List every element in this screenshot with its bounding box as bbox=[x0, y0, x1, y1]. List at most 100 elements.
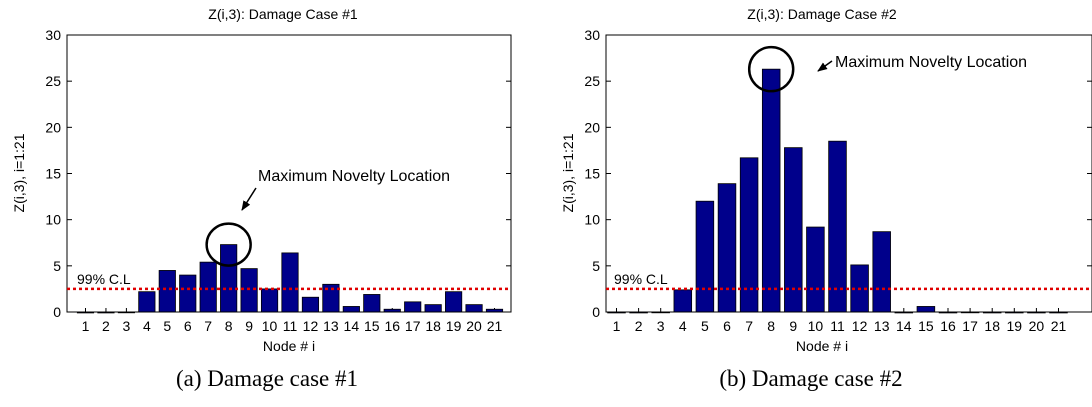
bar bbox=[138, 291, 156, 313]
x-tick-label: 14 bbox=[344, 318, 360, 334]
y-tick-label: 10 bbox=[584, 212, 600, 228]
bar bbox=[872, 231, 891, 313]
bars-layer bbox=[607, 68, 1068, 314]
x-tick-label: 1 bbox=[82, 318, 90, 334]
plot-area-frame bbox=[605, 34, 1092, 313]
bar bbox=[761, 68, 781, 313]
x-tick-label: 12 bbox=[852, 318, 868, 334]
x-tick-label: 9 bbox=[245, 318, 253, 334]
bar bbox=[179, 274, 197, 313]
bar bbox=[673, 289, 693, 313]
y-tick-label: 30 bbox=[45, 27, 61, 43]
bar bbox=[158, 270, 176, 313]
x-tick-label: 16 bbox=[940, 318, 956, 334]
y-tick-label: 10 bbox=[45, 212, 61, 228]
x-tick-label: 5 bbox=[163, 318, 171, 334]
bar bbox=[465, 304, 483, 313]
y-tick-label: 15 bbox=[45, 166, 61, 182]
figure-caption: (a) Damage case #1 bbox=[176, 366, 358, 391]
x-tick-label: 5 bbox=[701, 318, 709, 334]
bar bbox=[784, 147, 803, 313]
x-tick-label: 8 bbox=[225, 318, 233, 334]
x-tick-label: 20 bbox=[466, 318, 482, 334]
max-novelty-circle bbox=[747, 45, 795, 93]
y-tick-label: 25 bbox=[584, 73, 600, 89]
x-tick-label: 11 bbox=[830, 318, 845, 334]
annotation-text: Maximum Novelty Location bbox=[258, 168, 450, 185]
x-tick-label: 18 bbox=[984, 318, 1000, 334]
bar bbox=[404, 301, 422, 313]
threshold-label: 99% C.L bbox=[614, 271, 668, 287]
x-tick-label: 3 bbox=[123, 318, 131, 334]
x-axis-label: Node # i bbox=[263, 338, 315, 354]
x-tick-label: 18 bbox=[425, 318, 441, 334]
bar bbox=[424, 304, 442, 313]
x-tick-label: 10 bbox=[262, 318, 278, 334]
x-tick-label: 1 bbox=[613, 318, 621, 334]
bar bbox=[445, 291, 463, 313]
bar bbox=[220, 244, 238, 313]
y-tick-label: 0 bbox=[592, 304, 600, 320]
figure-caption: (b) Damage case #2 bbox=[719, 366, 902, 391]
y-tick-label: 5 bbox=[592, 258, 600, 274]
x-tick-label: 7 bbox=[745, 318, 753, 334]
x-tick-label: 12 bbox=[303, 318, 319, 334]
bar bbox=[199, 261, 217, 313]
x-tick-label: 4 bbox=[143, 318, 151, 334]
x-tick-label: 6 bbox=[184, 318, 192, 334]
x-tick-label: 2 bbox=[635, 318, 643, 334]
x-tick-label: 2 bbox=[102, 318, 110, 334]
bar bbox=[301, 296, 320, 313]
y-tick-label: 0 bbox=[53, 304, 61, 320]
x-tick-label: 13 bbox=[323, 318, 339, 334]
x-tick-label: 20 bbox=[1029, 318, 1045, 334]
bar bbox=[260, 288, 279, 313]
bar bbox=[806, 226, 825, 313]
chart-title: Z(i,3): Damage Case #2 bbox=[747, 6, 897, 22]
x-tick-label: 19 bbox=[446, 318, 462, 334]
bar bbox=[281, 252, 299, 313]
max-novelty-circle bbox=[205, 222, 252, 267]
y-tick-label: 15 bbox=[584, 166, 600, 182]
x-tick-label: 21 bbox=[487, 318, 503, 334]
threshold-label: 99% C.L bbox=[77, 271, 131, 287]
x-tick-label: 3 bbox=[657, 318, 665, 334]
y-tick-label: 20 bbox=[584, 119, 600, 135]
y-tick-label: 25 bbox=[45, 73, 61, 89]
bar bbox=[739, 157, 759, 313]
x-tick-label: 15 bbox=[364, 318, 380, 334]
x-tick-label: 4 bbox=[679, 318, 687, 334]
x-tick-label: 15 bbox=[918, 318, 934, 334]
x-tick-label: 14 bbox=[896, 318, 912, 334]
chart-title: Z(i,3): Damage Case #1 bbox=[208, 6, 358, 22]
y-tick-label: 30 bbox=[584, 27, 600, 43]
bar bbox=[363, 294, 381, 313]
x-tick-label: 16 bbox=[384, 318, 400, 334]
y-tick-label: 5 bbox=[53, 258, 61, 274]
annotation-text: Maximum Novelty Location bbox=[835, 54, 1027, 71]
plot-area-frame bbox=[66, 34, 512, 313]
annotation-arrow bbox=[817, 60, 833, 72]
x-tick-label: 19 bbox=[1007, 318, 1023, 334]
bars-layer bbox=[76, 244, 504, 314]
x-tick-label: 6 bbox=[723, 318, 731, 334]
x-tick-label: 17 bbox=[962, 318, 978, 334]
y-axis-label: Z(i,3), i=1:21 bbox=[11, 133, 27, 212]
annotation-arrow bbox=[241, 187, 257, 211]
bar bbox=[828, 140, 847, 313]
y-axis-label: Z(i,3), i=1:21 bbox=[560, 133, 576, 212]
y-tick-label: 20 bbox=[45, 119, 61, 135]
x-tick-label: 17 bbox=[405, 318, 421, 334]
x-tick-label: 11 bbox=[283, 318, 298, 334]
x-tick-label: 7 bbox=[204, 318, 212, 334]
x-tick-label: 9 bbox=[789, 318, 797, 334]
bar bbox=[916, 306, 936, 313]
x-axis-label: Node # i bbox=[796, 338, 848, 354]
x-tick-label: 10 bbox=[808, 318, 824, 334]
x-tick-label: 13 bbox=[874, 318, 890, 334]
